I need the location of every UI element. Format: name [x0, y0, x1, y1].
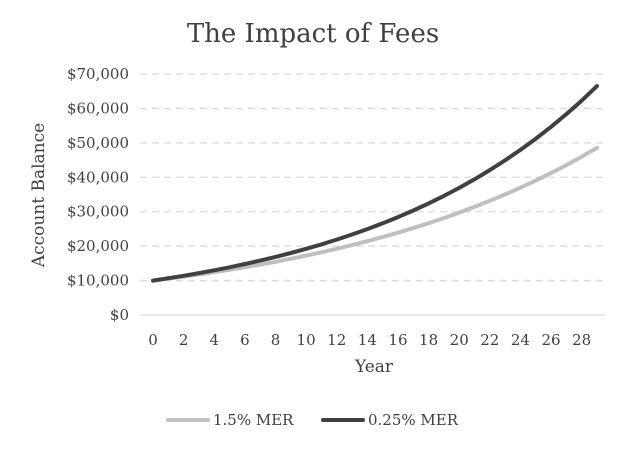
x-tick-label: 14 — [358, 331, 377, 349]
series-line-1-5-mer — [151, 145, 599, 283]
y-axis-label: Account Balance — [29, 123, 49, 268]
y-tick-label: $0 — [110, 306, 129, 324]
x-axis-label: Year — [354, 357, 394, 377]
y-tick-label: $50,000 — [67, 134, 129, 152]
x-tick-label: 12 — [327, 331, 346, 349]
x-tick-label: 6 — [240, 331, 250, 349]
x-tick-label: 20 — [450, 331, 469, 349]
y-tick-label: $60,000 — [67, 99, 129, 117]
legend-label: 0.25% MER — [368, 411, 459, 429]
gridlines — [140, 73, 605, 282]
y-tick-label: $40,000 — [67, 168, 129, 186]
x-tick-label: 4 — [209, 331, 219, 349]
legend-item: 1.5% MER — [166, 411, 294, 429]
x-tick-label: 10 — [297, 331, 316, 349]
x-tick-label: 0 — [148, 331, 158, 349]
x-tick-label: 24 — [511, 331, 530, 349]
axes: $0 $10,000 $20,000 $30,000 $40,000 $50,000 $60… — [67, 65, 605, 349]
x-tick-label: 22 — [480, 331, 499, 349]
x-tick-label: 16 — [388, 331, 407, 349]
legend-item: 0.25% MER — [321, 411, 459, 429]
legend: 1.5% MER 0.25% MER — [166, 411, 459, 429]
y-tick-label: $20,000 — [67, 237, 129, 255]
chart-title: The Impact of Fees — [187, 19, 439, 49]
x-tick-label: 28 — [572, 331, 591, 349]
y-tick-label: $30,000 — [67, 203, 129, 221]
x-tick-label: 26 — [542, 331, 561, 349]
y-tick-label: $10,000 — [67, 272, 129, 290]
y-tick-label: $70,000 — [67, 65, 129, 83]
series-lines — [151, 84, 599, 283]
x-tick-label: 18 — [419, 331, 438, 349]
x-tick-label: 8 — [271, 331, 281, 349]
series-line-0-25-mer — [151, 84, 599, 283]
legend-label: 1.5% MER — [213, 411, 294, 429]
x-tick-label: 2 — [179, 331, 189, 349]
